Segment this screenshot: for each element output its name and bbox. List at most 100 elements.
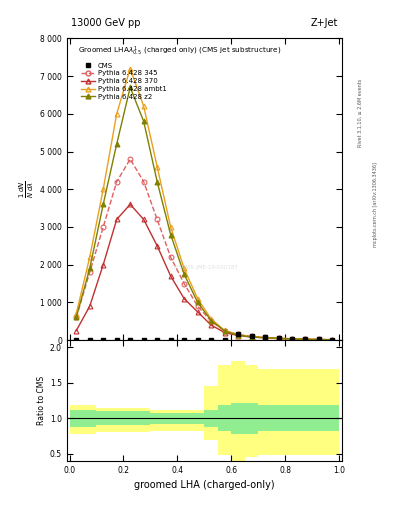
Text: CMS-PAS-JME-19-020187: CMS-PAS-JME-19-020187 [171, 265, 238, 270]
Pythia 6.428 ambt1 [222, 327, 227, 333]
Pythia 6.428 345 [168, 254, 173, 260]
Bar [164, 410, 177, 431]
Pythia 6.428 370 [303, 336, 308, 343]
Pythia 6.428 z2 [155, 179, 160, 185]
Pythia 6.428 345 [263, 334, 267, 340]
Pythia 6.428 z2 [101, 201, 106, 207]
X-axis label: groomed LHA (charged-only): groomed LHA (charged-only) [134, 480, 275, 490]
Pythia 6.428 z2 [330, 336, 335, 343]
Pythia 6.428 345 [330, 336, 335, 343]
Pythia 6.428 ambt1 [155, 163, 160, 169]
Pythia 6.428 370 [141, 217, 146, 223]
Pythia 6.428 ambt1 [290, 336, 294, 342]
Pythia 6.428 z2 [290, 336, 294, 342]
Pythia 6.428 370 [263, 335, 267, 341]
Pythia 6.428 345 [155, 217, 160, 223]
Pythia 6.428 ambt1 [168, 224, 173, 230]
Line: CMS: CMS [236, 332, 335, 342]
Pythia 6.428 370 [114, 217, 119, 223]
Bar [204, 386, 218, 439]
CMS [317, 336, 321, 343]
Pythia 6.428 370 [155, 243, 160, 249]
Pythia 6.428 345 [236, 331, 241, 337]
Bar [312, 369, 326, 455]
Text: 13000 GeV pp: 13000 GeV pp [71, 18, 140, 28]
Pythia 6.428 370 [222, 330, 227, 336]
Pythia 6.428 ambt1 [101, 186, 106, 193]
Pythia 6.428 345 [209, 318, 213, 324]
Bar [272, 369, 285, 455]
CMS [330, 336, 335, 343]
Bar [151, 413, 164, 424]
Bar [83, 410, 96, 426]
Bar [123, 408, 137, 433]
Pythia 6.428 345 [222, 328, 227, 334]
Pythia 6.428 370 [209, 322, 213, 328]
Pythia 6.428 370 [236, 332, 241, 338]
Bar [137, 408, 151, 433]
Pythia 6.428 z2 [209, 317, 213, 324]
Bar [231, 361, 245, 461]
Pythia 6.428 370 [74, 328, 79, 334]
Pythia 6.428 370 [276, 335, 281, 342]
Pythia 6.428 ambt1 [236, 332, 241, 338]
Pythia 6.428 ambt1 [195, 295, 200, 302]
Pythia 6.428 ambt1 [182, 265, 187, 271]
CMS [276, 335, 281, 341]
Pythia 6.428 370 [101, 262, 106, 268]
Bar [272, 406, 285, 431]
Line: Pythia 6.428 z2: Pythia 6.428 z2 [74, 85, 335, 342]
Pythia 6.428 370 [249, 334, 254, 340]
Bar [110, 408, 123, 433]
Bar [123, 411, 137, 425]
Bar [218, 365, 231, 455]
Bar [258, 406, 272, 431]
Bar [83, 406, 96, 434]
Pythia 6.428 z2 [303, 336, 308, 343]
CMS [236, 331, 241, 337]
Pythia 6.428 ambt1 [74, 311, 79, 317]
Legend: CMS, Pythia 6.428 345, Pythia 6.428 370, Pythia 6.428 ambt1, Pythia 6.428 z2: CMS, Pythia 6.428 345, Pythia 6.428 370,… [79, 60, 170, 102]
Pythia 6.428 370 [317, 336, 321, 343]
Pythia 6.428 345 [249, 333, 254, 339]
Pythia 6.428 345 [101, 224, 106, 230]
Text: mcplots.cern.ch [arXiv:1306.3436]: mcplots.cern.ch [arXiv:1306.3436] [373, 162, 378, 247]
Bar [326, 369, 339, 455]
Pythia 6.428 z2 [317, 336, 321, 343]
Pythia 6.428 345 [128, 156, 132, 162]
Pythia 6.428 ambt1 [209, 316, 213, 322]
Text: Groomed LHA$\lambda^1_{0.5}$ (charged only) (CMS jet substructure): Groomed LHA$\lambda^1_{0.5}$ (charged on… [78, 45, 281, 58]
Bar [96, 411, 110, 425]
Pythia 6.428 370 [128, 201, 132, 207]
Bar [245, 365, 258, 457]
Pythia 6.428 z2 [114, 141, 119, 147]
Pythia 6.428 ambt1 [303, 336, 308, 342]
Bar [164, 413, 177, 424]
Pythia 6.428 z2 [141, 118, 146, 124]
Pythia 6.428 z2 [195, 300, 200, 306]
Pythia 6.428 ambt1 [249, 334, 254, 340]
Bar [231, 402, 245, 434]
Bar [258, 369, 272, 455]
Pythia 6.428 z2 [182, 271, 187, 277]
Pythia 6.428 345 [317, 336, 321, 343]
Pythia 6.428 ambt1 [317, 336, 321, 343]
Bar [137, 411, 151, 425]
Bar [110, 411, 123, 425]
Pythia 6.428 z2 [222, 328, 227, 334]
Bar [285, 406, 299, 431]
Pythia 6.428 370 [195, 309, 200, 315]
Bar [177, 410, 191, 431]
Bar [326, 406, 339, 431]
Line: Pythia 6.428 370: Pythia 6.428 370 [74, 202, 335, 342]
Bar [191, 413, 204, 424]
Pythia 6.428 370 [330, 337, 335, 343]
Pythia 6.428 370 [87, 303, 92, 309]
Bar [151, 410, 164, 431]
Pythia 6.428 345 [303, 336, 308, 342]
Bar [191, 410, 204, 431]
Pythia 6.428 345 [290, 336, 294, 342]
Line: Pythia 6.428 345: Pythia 6.428 345 [74, 157, 335, 342]
Bar [245, 402, 258, 434]
Pythia 6.428 z2 [276, 335, 281, 342]
